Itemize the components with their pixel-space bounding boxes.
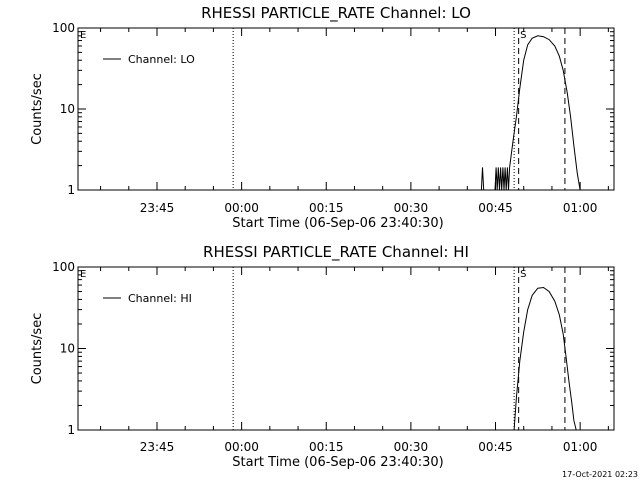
- x-tick-label: 23:45: [140, 440, 175, 454]
- x-tick-label: 00:30: [394, 440, 429, 454]
- x-tick-label: 00:00: [224, 440, 259, 454]
- y-axis-label: Counts/sec: [30, 73, 45, 145]
- y-tick-label: 100: [52, 21, 75, 35]
- marker-s: S: [520, 269, 526, 280]
- x-tick-label: 00:45: [478, 201, 513, 215]
- marker-s: S: [520, 30, 526, 41]
- x-tick-label: 01:00: [563, 440, 598, 454]
- marker-e: E: [80, 30, 86, 41]
- y-tick-label: 1: [67, 183, 75, 197]
- series-line: [513, 286, 577, 431]
- y-tick-label: 10: [60, 342, 75, 356]
- chart-title: RHESSI PARTICLE_RATE Channel: LO: [201, 4, 471, 23]
- x-tick-label: 00:15: [309, 440, 344, 454]
- chart-panel-1: RHESSI PARTICLE_RATE Channel: LO 1 10 100 Co…: [30, 4, 615, 231]
- y-tick-label: 100: [52, 260, 75, 274]
- chart-title: RHESSI PARTICLE_RATE Channel: HI: [203, 243, 469, 262]
- chart-panel-2: RHESSI PARTICLE_RATE Channel: HI 1 10 100 Co…: [30, 243, 615, 470]
- footer-timestamp: 17-Oct-2021 02:23: [562, 470, 638, 479]
- y-tick-label: 1: [67, 423, 75, 437]
- x-tick-label: 00:15: [309, 201, 344, 215]
- x-axis-label: Start Time (06-Sep-06 23:40:30): [232, 216, 443, 231]
- x-tick-label: 00:00: [224, 201, 259, 215]
- series-line: [480, 35, 581, 191]
- x-tick-label: 01:00: [563, 201, 598, 215]
- legend-label: Channel: HI: [128, 292, 192, 305]
- marker-e: E: [80, 269, 86, 280]
- x-tick-label: 23:45: [140, 201, 175, 215]
- y-tick-label: 10: [60, 102, 75, 116]
- x-axis-label: Start Time (06-Sep-06 23:40:30): [232, 455, 443, 470]
- legend-label: Channel: LO: [128, 53, 195, 66]
- x-tick-label: 00:45: [478, 440, 513, 454]
- x-tick-label: 00:30: [394, 201, 429, 215]
- y-axis-label: Counts/sec: [30, 313, 45, 385]
